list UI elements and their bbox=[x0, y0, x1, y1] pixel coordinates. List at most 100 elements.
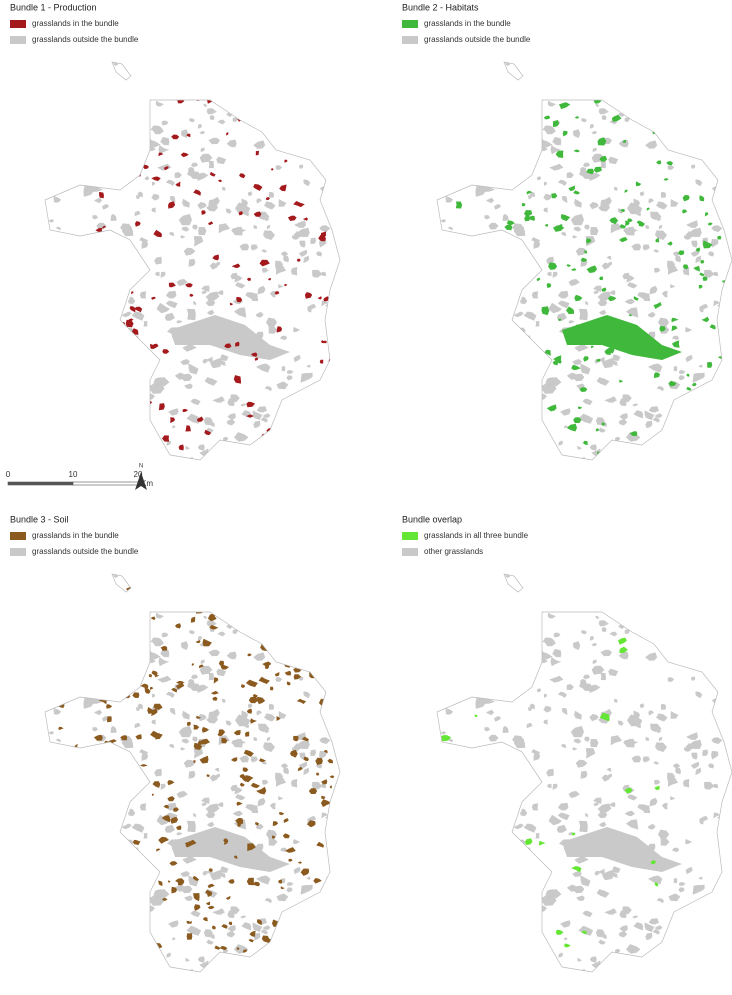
bundle-patch bbox=[49, 580, 52, 583]
grassland-patch bbox=[149, 442, 157, 450]
bundle-patch bbox=[94, 772, 99, 776]
bundle-patch bbox=[146, 363, 149, 366]
grassland-patch bbox=[335, 624, 343, 632]
bundle-patch bbox=[274, 444, 281, 447]
grassland-patch bbox=[113, 641, 122, 645]
bundle-patch bbox=[330, 702, 334, 708]
bundle-patch bbox=[132, 602, 139, 608]
grassland-patch bbox=[688, 131, 694, 136]
grassland-patch bbox=[491, 784, 494, 788]
bundle-patch bbox=[126, 593, 132, 600]
bundle-patch bbox=[54, 77, 58, 80]
grassland-patch bbox=[113, 373, 122, 379]
grassland-patch bbox=[42, 749, 48, 754]
grassland-patch bbox=[125, 254, 133, 260]
grassland-patch bbox=[334, 742, 345, 751]
bundle-patch bbox=[332, 575, 335, 577]
bundle-patch bbox=[468, 922, 474, 928]
bundle-patch bbox=[530, 118, 538, 123]
grassland-patch bbox=[517, 152, 525, 157]
bundle-patch bbox=[243, 95, 247, 98]
grassland-patch bbox=[268, 624, 276, 629]
grassland-patch bbox=[624, 573, 635, 581]
grassland-patch bbox=[192, 57, 200, 64]
grassland-patch bbox=[116, 856, 125, 863]
grassland-patch bbox=[51, 147, 64, 154]
grassland-patch bbox=[141, 401, 147, 406]
grassland-patch bbox=[318, 938, 322, 942]
grassland-patch bbox=[131, 847, 140, 854]
grassland-patch bbox=[690, 578, 699, 583]
grassland-patch bbox=[462, 155, 466, 159]
bundle-patch bbox=[119, 595, 124, 598]
grassland-patch bbox=[302, 132, 312, 140]
grassland-patch bbox=[53, 445, 62, 451]
grassland-patch bbox=[599, 598, 605, 602]
grassland-patch bbox=[498, 932, 504, 937]
grassland-patch bbox=[321, 902, 331, 908]
grassland-patch bbox=[471, 244, 480, 254]
grassland-patch bbox=[653, 441, 661, 446]
grassland-patch bbox=[471, 853, 480, 857]
grassland-patch bbox=[138, 136, 149, 145]
bundle-patch bbox=[64, 848, 70, 856]
bundle-patch bbox=[476, 334, 485, 341]
grassland-patch bbox=[495, 928, 498, 932]
bundle-patch bbox=[721, 424, 727, 430]
grassland-patch bbox=[222, 579, 230, 586]
bundle-patch bbox=[464, 375, 471, 380]
grassland-patch bbox=[302, 393, 312, 399]
bundle-patch bbox=[327, 176, 336, 180]
bundle-patch bbox=[573, 88, 576, 91]
grassland-patch bbox=[280, 452, 286, 457]
grassland-patch bbox=[653, 126, 660, 130]
grassland-patch bbox=[490, 171, 499, 178]
grassland-patch bbox=[322, 922, 331, 928]
grassland-patch bbox=[445, 445, 454, 451]
grassland-patch bbox=[514, 265, 524, 272]
grassland-patch bbox=[298, 136, 303, 139]
grassland-patch bbox=[473, 634, 483, 642]
grassland-patch bbox=[466, 71, 476, 82]
bundle-patch bbox=[486, 690, 490, 694]
grassland-patch bbox=[331, 308, 337, 314]
bundle-patch bbox=[54, 612, 62, 615]
grassland-patch bbox=[480, 413, 485, 416]
bundle-patch bbox=[651, 112, 662, 117]
grassland-patch bbox=[657, 617, 668, 624]
grassland-patch bbox=[505, 129, 514, 133]
grassland-patch bbox=[253, 601, 259, 603]
grassland-patch bbox=[714, 410, 723, 416]
grassland-patch bbox=[624, 583, 631, 591]
grassland-patch bbox=[55, 589, 63, 597]
bundle-patch bbox=[71, 920, 76, 924]
grassland-patch bbox=[517, 766, 525, 772]
grassland-patch bbox=[337, 429, 344, 437]
grassland-patch bbox=[471, 341, 480, 345]
grassland-patch bbox=[645, 89, 651, 91]
grassland-patch bbox=[669, 947, 680, 955]
grassland-patch bbox=[300, 640, 305, 644]
grassland-patch bbox=[132, 344, 138, 349]
grassland-patch bbox=[299, 109, 305, 113]
grassland-patch bbox=[467, 339, 475, 345]
grassland-patch bbox=[443, 639, 450, 644]
grassland-patch bbox=[81, 122, 91, 130]
bundle-patch bbox=[54, 575, 59, 579]
grassland-patch bbox=[551, 65, 561, 72]
bundle-patch bbox=[72, 903, 77, 906]
bundle-patch bbox=[260, 67, 268, 74]
bundle-patch bbox=[458, 420, 462, 423]
grassland-patch bbox=[83, 952, 93, 960]
scale-segment bbox=[8, 482, 73, 485]
grassland-patch bbox=[92, 886, 96, 889]
grassland-patch bbox=[208, 673, 214, 681]
grassland-patch bbox=[653, 953, 661, 958]
grassland-patch bbox=[106, 420, 112, 425]
grassland-patch bbox=[440, 104, 453, 112]
bundle-patch bbox=[259, 573, 268, 581]
grassland-patch bbox=[103, 93, 116, 104]
grassland-patch bbox=[542, 962, 548, 968]
grassland-patch bbox=[128, 162, 142, 171]
grassland-patch bbox=[714, 922, 723, 928]
